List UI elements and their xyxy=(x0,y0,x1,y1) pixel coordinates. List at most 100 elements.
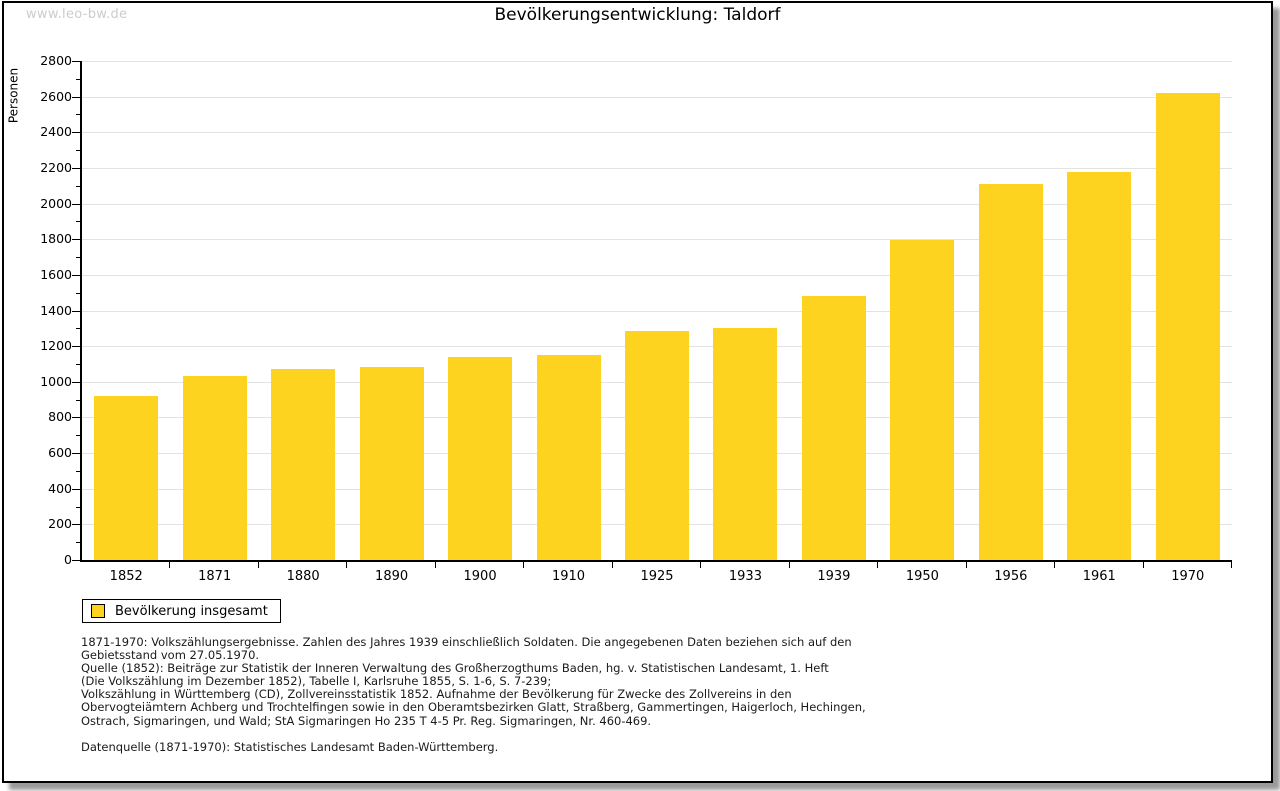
gridline xyxy=(82,274,1232,276)
x-boundary-tick xyxy=(965,562,967,568)
legend-swatch-icon xyxy=(91,604,105,618)
bar xyxy=(625,330,689,560)
y-axis xyxy=(80,61,82,562)
bar xyxy=(890,240,955,560)
x-tick-label: 1956 xyxy=(994,569,1028,584)
x-tick-label: 1890 xyxy=(375,569,409,584)
y-minor-tick xyxy=(76,542,80,544)
x-tick-label: 1925 xyxy=(640,569,674,584)
y-major-tick xyxy=(72,524,80,526)
y-tick-label: 2200 xyxy=(40,159,72,175)
y-tick-label: 2800 xyxy=(40,53,72,68)
y-major-tick xyxy=(72,488,80,490)
y-minor-tick xyxy=(76,150,80,152)
y-tick-label: 0 xyxy=(64,552,72,567)
bar xyxy=(801,296,866,560)
y-major-tick xyxy=(72,417,80,419)
bar xyxy=(182,375,247,560)
y-tick-label: 1000 xyxy=(40,373,72,389)
y-major-tick xyxy=(72,203,80,205)
y-tick-label: 200 xyxy=(48,516,72,532)
x-tick-label: 1933 xyxy=(728,569,762,584)
chart-title: Bevölkerungsentwicklung: Taldorf xyxy=(494,5,781,25)
y-tick-label: 1200 xyxy=(40,338,72,354)
x-boundary-tick xyxy=(788,562,790,568)
y-major-tick xyxy=(72,61,80,62)
x-tick-label: 1900 xyxy=(463,569,497,584)
gridline xyxy=(82,167,1232,169)
bar xyxy=(536,355,601,560)
y-minor-tick xyxy=(76,78,80,80)
y-tick-label: 800 xyxy=(48,409,72,425)
gridline xyxy=(82,61,1232,62)
footnote-line: Volkszählung in Württemberg (CD), Zollve… xyxy=(81,687,792,702)
y-tick-label: 1600 xyxy=(40,266,72,282)
y-minor-tick xyxy=(76,399,80,401)
y-tick-label: 1400 xyxy=(40,302,72,318)
footnote-line: Gebietsstand vom 27.05.1970. xyxy=(81,648,260,663)
y-tick-label: 600 xyxy=(48,445,72,461)
watermark: www.leo-bw.de xyxy=(26,7,128,22)
y-major-tick xyxy=(72,96,80,98)
x-tick-label: 1950 xyxy=(905,569,939,584)
x-boundary-tick xyxy=(434,562,436,568)
footnote-line: Obervogteiämtern Achberg und Trochtelfin… xyxy=(81,700,866,715)
legend-label: Bevölkerung insgesamt xyxy=(115,603,268,619)
bar xyxy=(713,328,778,560)
x-boundary-tick xyxy=(1231,562,1232,568)
y-major-tick xyxy=(72,239,80,241)
y-major-tick xyxy=(72,274,80,276)
bar xyxy=(94,396,159,560)
x-tick-label: 1910 xyxy=(551,569,586,584)
y-tick-label: 400 xyxy=(48,480,72,496)
gridline xyxy=(82,203,1232,205)
y-major-tick xyxy=(72,167,80,169)
footnote-line: (Die Volkszählung im Dezember 1852), Tab… xyxy=(81,674,552,689)
y-tick-label: 2000 xyxy=(40,195,72,211)
y-minor-tick xyxy=(76,221,80,223)
gridline xyxy=(82,132,1232,134)
gridline xyxy=(82,239,1232,241)
x-boundary-tick xyxy=(523,562,525,568)
x-boundary-tick xyxy=(1142,562,1144,568)
datasource-note: Datenquelle (1871-1970): Statistisches L… xyxy=(81,739,499,754)
y-tick-label: 1800 xyxy=(40,231,72,247)
y-minor-tick xyxy=(76,114,80,116)
footnote-line: Quelle (1852): Beiträge zur Statistik de… xyxy=(81,661,829,676)
x-axis xyxy=(80,560,1232,562)
bar xyxy=(1067,172,1132,560)
y-minor-tick xyxy=(76,257,80,259)
y-major-tick xyxy=(72,346,80,348)
x-tick-label: 1961 xyxy=(1082,569,1116,584)
gridline xyxy=(82,96,1232,98)
y-minor-tick xyxy=(76,435,80,437)
y-minor-tick xyxy=(76,328,80,330)
x-tick-label: 1852 xyxy=(109,569,143,584)
footnote-line: Ostrach, Sigmaringen, und Wald; StA Sigm… xyxy=(81,713,652,728)
x-boundary-tick xyxy=(611,562,613,568)
y-major-tick xyxy=(72,310,80,312)
x-boundary-tick xyxy=(877,562,879,568)
y-minor-tick xyxy=(76,470,80,472)
gridline xyxy=(82,310,1232,312)
y-major-tick xyxy=(72,381,80,383)
x-boundary-tick xyxy=(257,562,259,568)
x-tick-label: 1970 xyxy=(1171,569,1205,584)
y-tick-label: 2400 xyxy=(40,124,72,140)
x-boundary-tick xyxy=(700,562,702,568)
bar xyxy=(978,183,1043,560)
bar xyxy=(271,369,336,560)
y-minor-tick xyxy=(76,363,80,365)
x-tick-label: 1871 xyxy=(198,569,232,584)
bar xyxy=(448,356,513,560)
x-boundary-tick xyxy=(346,562,348,568)
y-minor-tick xyxy=(76,185,80,187)
y-minor-tick xyxy=(76,292,80,294)
x-boundary-tick xyxy=(1054,562,1056,568)
bar xyxy=(359,366,424,560)
chart-plot-area: 0 200 400 600 800 1000 1200 1400 1600 1800 2000 220… xyxy=(40,54,1232,584)
y-minor-tick xyxy=(76,506,80,508)
y-tick-label: 2600 xyxy=(40,88,72,104)
x-tick-label: 1880 xyxy=(286,569,320,584)
